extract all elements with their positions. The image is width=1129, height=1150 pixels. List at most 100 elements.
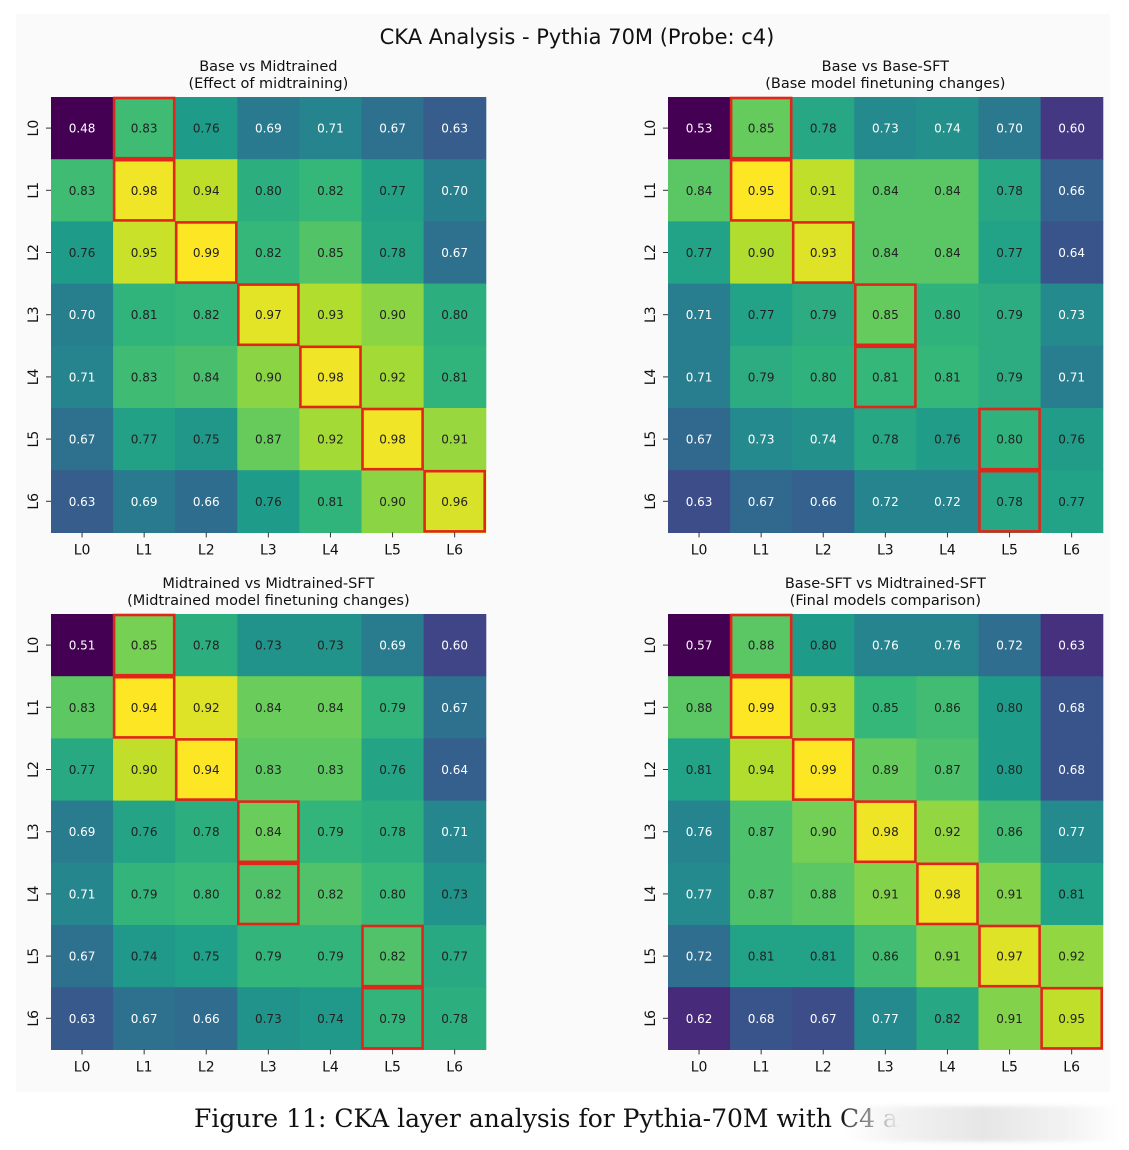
heatmap-cell <box>668 470 731 533</box>
cell-value-label: 0.70 <box>441 184 468 198</box>
cell-value-label: 0.73 <box>255 639 282 653</box>
heatmap-cell <box>854 676 917 739</box>
cell-value-label: 0.67 <box>441 246 468 260</box>
cell-value-label: 0.79 <box>317 950 344 964</box>
heatmap-cell <box>423 987 487 1050</box>
cell-value-label: 0.79 <box>996 370 1023 384</box>
heatmap-cell <box>423 408 487 471</box>
cell-value-label: 0.98 <box>131 184 158 198</box>
heatmap-cell <box>978 925 1042 988</box>
heatmap-cell <box>175 862 238 926</box>
heatmap-cell <box>978 738 1042 802</box>
y-tick-label: L0 <box>26 120 42 137</box>
heatmap-panel-1: Base vs Midtrained(Effect of midtraining… <box>26 59 487 558</box>
cell-value-label: 0.71 <box>1058 370 1085 384</box>
heatmap-cell <box>854 614 917 677</box>
max-highlight-box <box>174 738 238 801</box>
heatmap-cell <box>361 221 425 285</box>
cell-value-label: 0.77 <box>379 184 406 198</box>
heatmap-cell <box>113 97 176 160</box>
heatmap-cell <box>792 800 855 864</box>
panel-title: Midtrained vs Midtrained-SFT <box>162 576 374 592</box>
cell-value-label: 0.63 <box>1058 639 1085 653</box>
cell-value-label: 0.81 <box>1058 887 1085 901</box>
cell-value-label: 0.80 <box>996 701 1023 715</box>
heatmap-cell <box>916 159 980 222</box>
y-tick-label: L0 <box>643 120 659 137</box>
heatmap-cell <box>51 800 114 864</box>
cell-value-label: 0.90 <box>255 370 282 384</box>
cell-value-label: 0.99 <box>810 763 837 777</box>
heatmap-cell <box>113 159 176 222</box>
x-tick-label: L6 <box>1063 542 1080 558</box>
max-highlight-box <box>112 158 176 222</box>
heatmap-cell <box>916 987 980 1050</box>
heatmap-cell <box>792 738 855 802</box>
cell-value-label: 0.78 <box>379 825 406 839</box>
cell-value-label: 0.81 <box>441 370 468 384</box>
heatmap-cell <box>916 408 980 471</box>
cell-value-label: 0.77 <box>131 433 158 447</box>
heatmap-cell <box>299 221 363 285</box>
x-tick-label: L5 <box>384 1059 401 1075</box>
cell-value-label: 0.74 <box>131 950 158 964</box>
cell-value-label: 0.76 <box>934 639 961 653</box>
cell-value-label: 0.76 <box>69 246 96 260</box>
heatmap-cell <box>51 470 114 533</box>
max-highlight-box <box>237 862 300 926</box>
heatmap-cell <box>113 738 176 802</box>
y-tick-label: L1 <box>26 182 42 199</box>
y-tick-label: L3 <box>26 823 42 840</box>
heatmap-cell <box>361 925 425 988</box>
cell-value-label: 0.81 <box>131 308 158 322</box>
cell-value-label: 0.82 <box>317 887 344 901</box>
x-tick-label: L3 <box>260 542 277 558</box>
y-tick-label: L5 <box>643 431 659 448</box>
heatmap-cell <box>299 345 363 409</box>
y-tick-label: L6 <box>643 1010 659 1027</box>
cell-value-label: 0.66 <box>193 1012 220 1026</box>
heatmap-cell <box>792 925 855 988</box>
cell-value-label: 0.76 <box>131 825 158 839</box>
heatmap-cell <box>854 470 917 533</box>
heatmap-cell <box>113 862 176 926</box>
y-tick-label: L1 <box>643 699 659 716</box>
heatmap-cell <box>792 862 855 926</box>
heatmap-cell <box>361 97 425 160</box>
cell-value-label: 0.80 <box>934 308 961 322</box>
heatmap-cell <box>854 987 917 1050</box>
cell-value-label: 0.83 <box>131 370 158 384</box>
x-tick-label: L1 <box>136 542 153 558</box>
cell-value-label: 0.82 <box>379 950 406 964</box>
heatmap-cell <box>113 345 176 409</box>
x-tick-label: L2 <box>198 1059 215 1075</box>
x-tick-label: L1 <box>753 1059 770 1075</box>
heatmap-cell <box>51 614 114 677</box>
heatmap-cell <box>51 159 114 222</box>
heatmap-cell <box>668 925 731 988</box>
heatmap-cell <box>668 221 731 285</box>
x-tick-label: L0 <box>691 1059 708 1075</box>
heatmap-cell <box>1040 221 1104 285</box>
heatmap-cell <box>730 862 793 926</box>
heatmap-cell <box>668 614 731 677</box>
cell-value-label: 0.67 <box>810 1012 837 1026</box>
heatmap-cell <box>792 97 855 160</box>
heatmap-cell <box>916 738 980 802</box>
heatmap-cell <box>916 345 980 409</box>
cell-value-label: 0.78 <box>441 1012 468 1026</box>
cell-value-label: 0.80 <box>996 433 1023 447</box>
heatmap-cell <box>175 987 238 1050</box>
heatmap-cell <box>237 987 300 1050</box>
cell-value-label: 0.63 <box>686 495 713 509</box>
cell-value-label: 0.90 <box>379 308 406 322</box>
max-highlight-box <box>978 407 1041 471</box>
heatmap-cell <box>175 345 238 409</box>
cell-value-label: 0.81 <box>686 763 713 777</box>
heatmap-cell <box>51 408 114 471</box>
y-tick-label: L3 <box>643 306 659 323</box>
cell-value-label: 0.63 <box>69 1012 96 1026</box>
x-tick-label: L3 <box>877 542 894 558</box>
heatmap-cell <box>792 408 855 471</box>
cell-value-label: 0.51 <box>69 639 96 653</box>
